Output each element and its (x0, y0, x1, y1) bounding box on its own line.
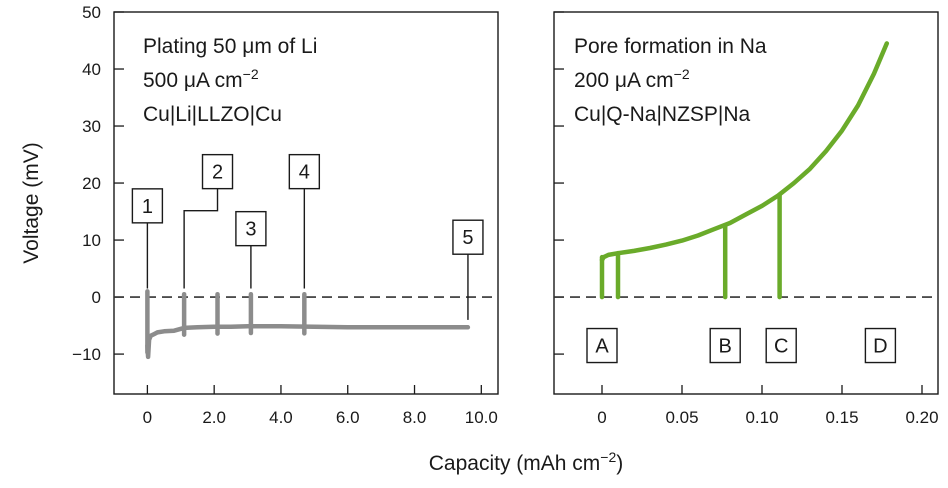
left-x-tick-label: 8.0 (403, 408, 427, 427)
left-marker-box (235, 210, 267, 247)
left-annotation: Plating 50 μm of Li 500 μA cm−2 Cu|Li|LL… (143, 35, 317, 126)
left-y-tick-label: 10 (82, 231, 101, 250)
right-marker-label: B (719, 336, 732, 358)
left-marker-leader (183, 188, 219, 289)
left-y-tick-label: 0 (92, 288, 101, 307)
left-marker-box (131, 188, 164, 224)
right-annotation-superscript: −2 (674, 66, 690, 82)
left-marker-label: 5 (462, 227, 473, 249)
left-y-tick-label: 50 (82, 3, 101, 22)
right-marker-box (586, 327, 618, 364)
right-plot-frame (553, 11, 939, 395)
right-x-tick-label: 0.10 (745, 408, 778, 427)
right-marker-box (864, 327, 897, 364)
left-plot-area: −10 0 10 20 30 40 50 0 2.0 4.0 6.0 8.0 10.0 1 2 3 4 5 (72, 3, 498, 427)
right-x-tick-label: 0.20 (905, 408, 938, 427)
left-x-tick-label: 10.0 (465, 408, 498, 427)
left-x-tick-label: 4.0 (269, 408, 293, 427)
left-marker-box (201, 153, 234, 190)
left-marker-box (288, 153, 321, 190)
left-x-tick-label: 2.0 (202, 408, 226, 427)
right-annotation-line-1: Pore formation in Na (574, 35, 767, 58)
right-x-tick-label: 0.15 (825, 408, 858, 427)
left-marker-box (452, 219, 484, 255)
left-marker-label: 1 (142, 196, 153, 218)
left-annotation-line-1: Plating 50 μm of Li (143, 35, 317, 58)
right-x-tick-label: 0 (597, 408, 606, 427)
right-marker-label: A (595, 336, 609, 358)
left-marker-label: 3 (245, 219, 256, 241)
right-chart-panel: 0 0.05 0.10 0.15 0.20 A B C D Pore formation in … (553, 11, 939, 427)
left-series-line (145, 323, 471, 360)
right-annotation-line-2: 200 μA cm−2 (574, 66, 690, 92)
left-marker-label: 4 (299, 162, 310, 184)
right-plot-area: 0 0.05 0.10 0.15 0.20 A B C D (554, 11, 939, 427)
right-marker-box (709, 327, 741, 364)
left-x-tick-label: 6.0 (336, 408, 360, 427)
left-y-tick-label: 30 (82, 117, 101, 136)
left-annotation-superscript: −2 (243, 66, 259, 82)
x-axis-title: Capacity (mAh cm−2) (429, 449, 624, 475)
left-plot-frame (113, 11, 499, 395)
right-marker-label: D (873, 336, 887, 358)
right-series-line (599, 41, 890, 263)
x-axis-title-superscript: −2 (600, 449, 616, 465)
right-annotation-line-3: Cu|Q-Na|NZSP|Na (574, 103, 751, 126)
left-y-tick-label: 40 (82, 60, 101, 79)
left-x-tick-label: 0 (143, 408, 152, 427)
y-axis-title: Voltage (mV) (20, 142, 43, 263)
left-y-tick-label: −10 (72, 345, 101, 364)
right-annotation: Pore formation in Na 200 μA cm−2 Cu|Q-Na… (574, 35, 767, 126)
left-marker-label: 2 (212, 162, 223, 184)
left-chart-panel: −10 0 10 20 30 40 50 0 2.0 4.0 6.0 8.0 10.0 1 2 3 4 5 Pla… (72, 3, 499, 427)
right-x-tick-label: 0.05 (665, 408, 698, 427)
right-marker-box (765, 327, 797, 364)
left-annotation-line-3: Cu|Li|LLZO|Cu (143, 103, 282, 126)
left-annotation-line-2: 500 μA cm−2 (143, 66, 259, 92)
right-marker-label: C (774, 336, 788, 358)
left-y-tick-label: 20 (82, 174, 101, 193)
